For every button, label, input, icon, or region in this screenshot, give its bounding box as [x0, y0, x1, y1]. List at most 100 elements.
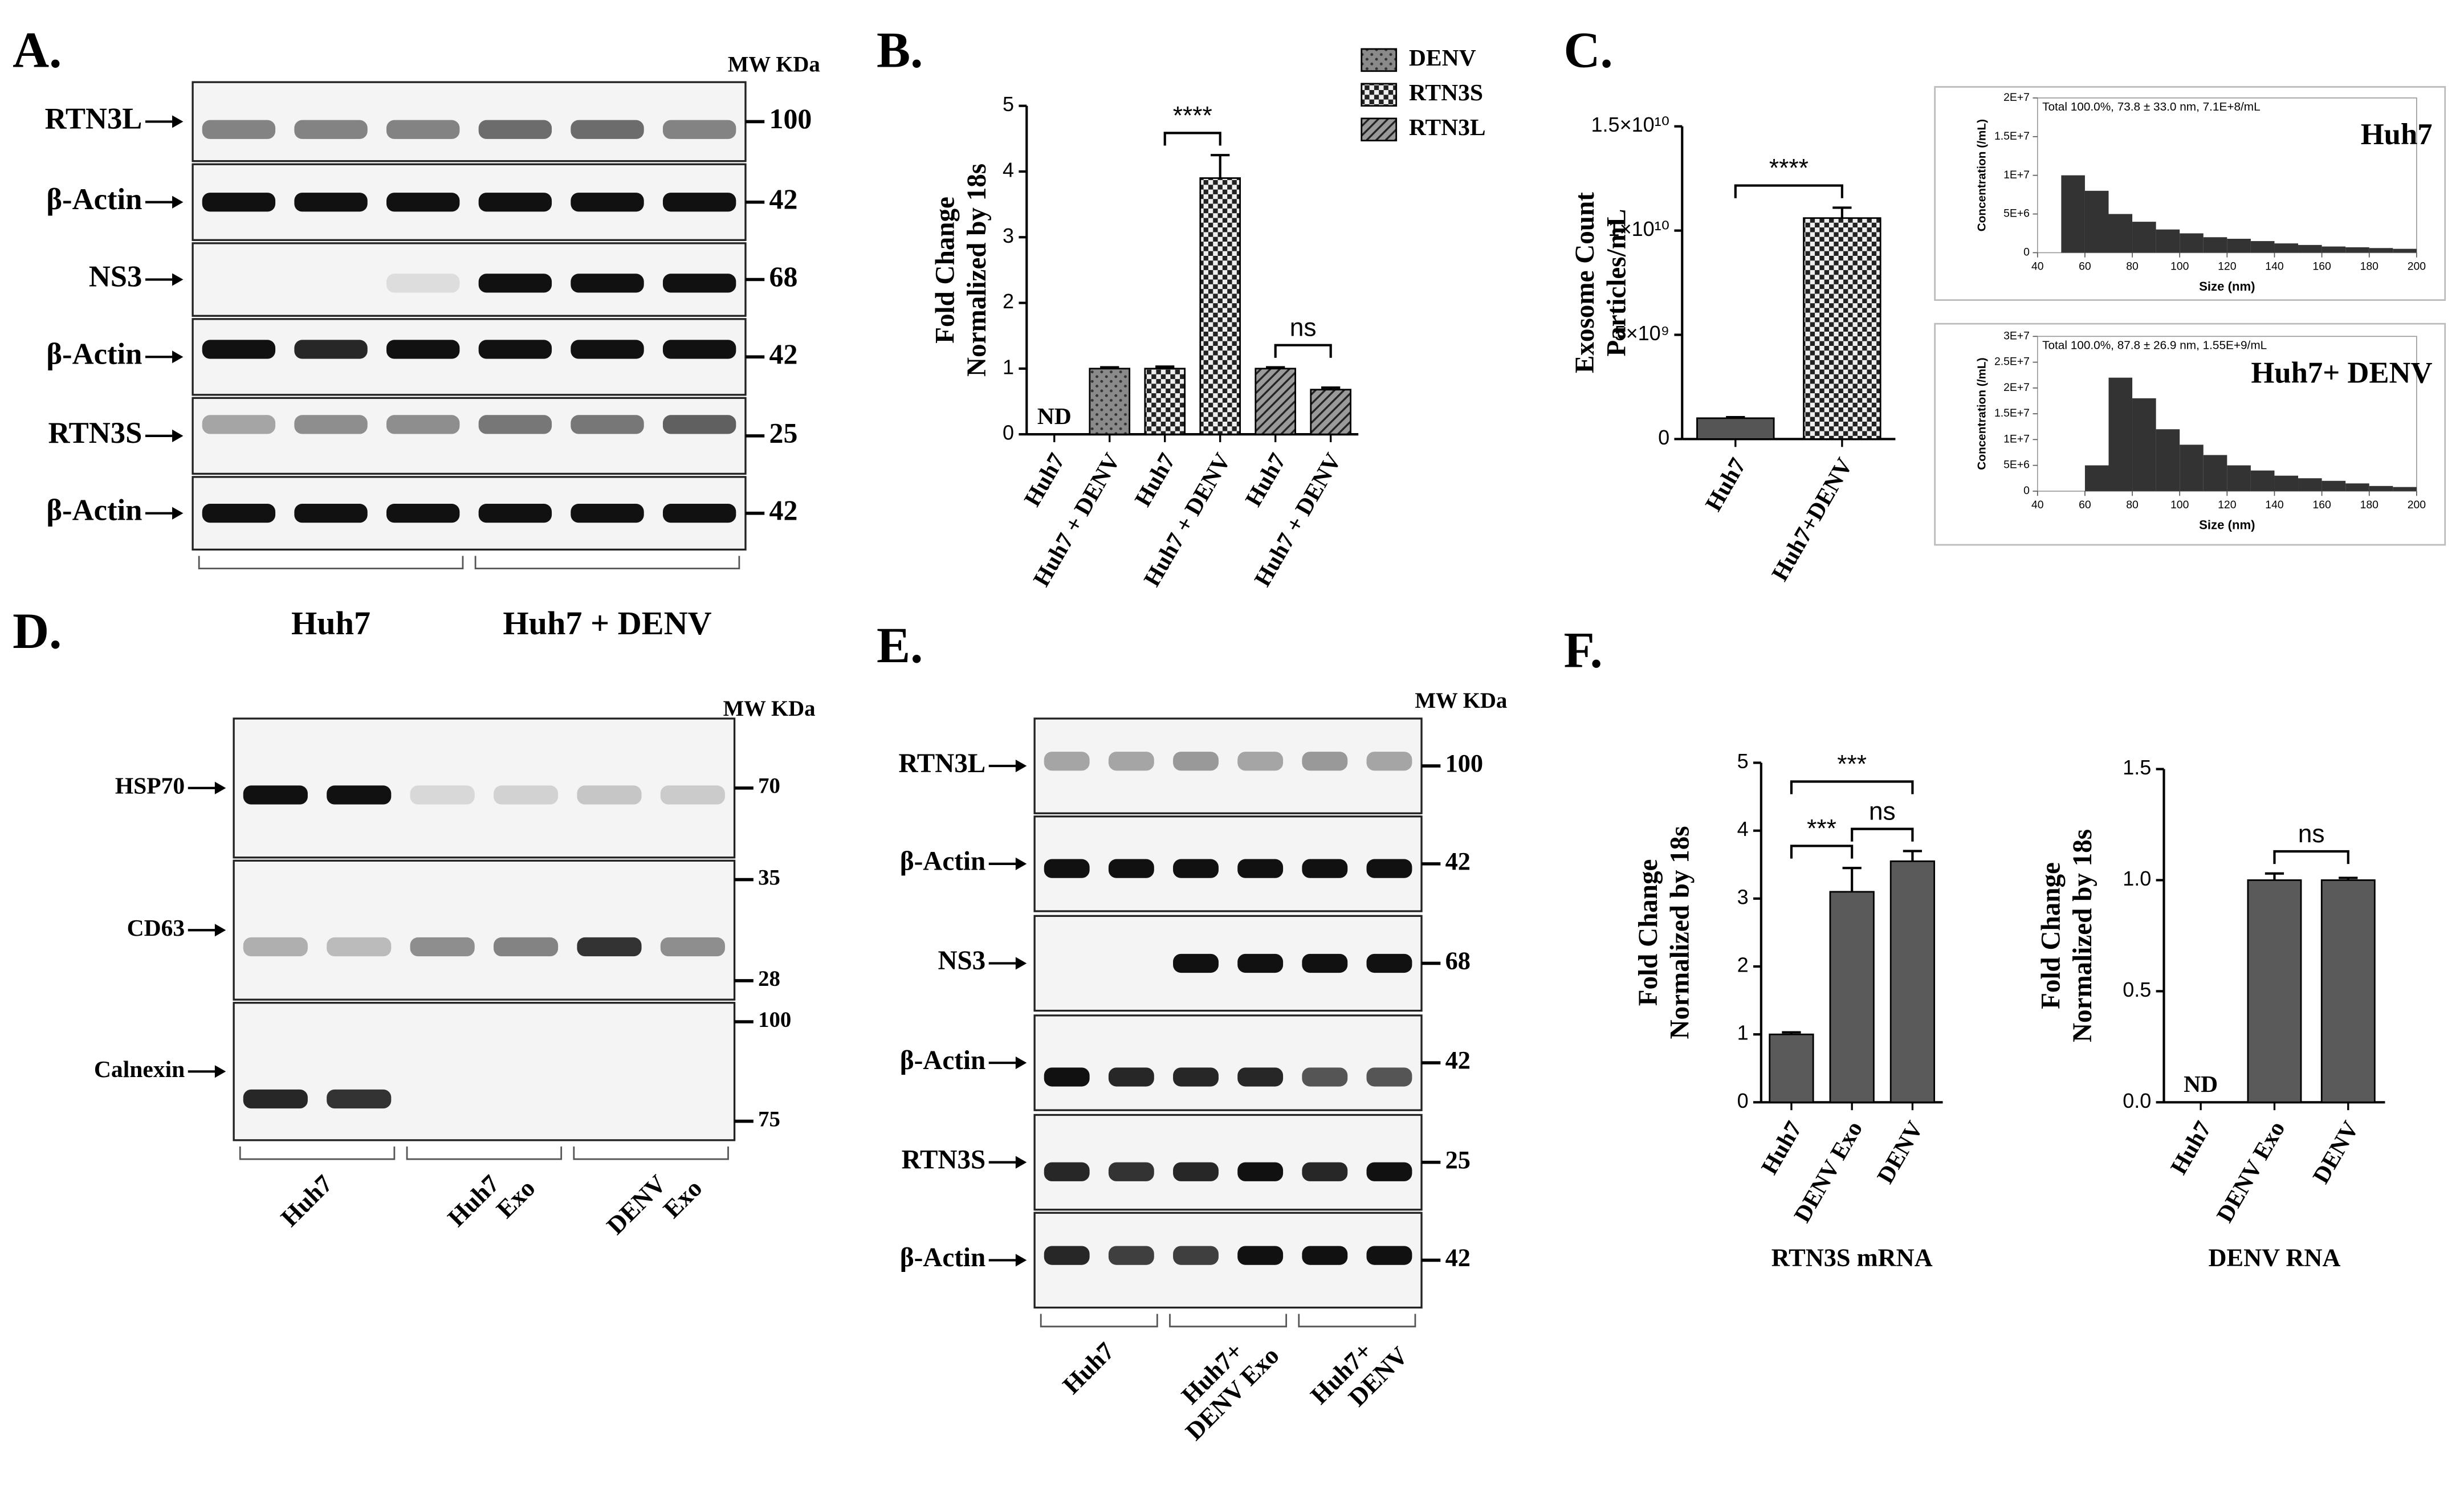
mw-label: 100: [758, 1008, 791, 1032]
band: [1237, 1067, 1284, 1087]
y-axis-title: Fold Change Normalized by 18s: [2036, 829, 2097, 1042]
significance-bracket: [1274, 344, 1332, 358]
error-bar: [1782, 1031, 1801, 1035]
mw-header: MW KDa: [723, 696, 816, 721]
histogram-bar: [2108, 377, 2133, 491]
band: [1108, 752, 1154, 771]
panel-label: F.: [1563, 622, 1602, 678]
x-tick-label: Huh7: [1700, 453, 1750, 515]
y-tick-label: 0: [1003, 421, 1014, 444]
error-bar: [1266, 366, 1285, 369]
annotation: ns: [1290, 314, 1317, 342]
band: [386, 504, 460, 523]
band: [1302, 1067, 1348, 1087]
blot-strip: [233, 859, 736, 1001]
y-tick-label: 1.0: [2123, 867, 2151, 890]
y-tick-label: 0.0: [2123, 1089, 2151, 1112]
band: [1173, 859, 1219, 878]
stats: Total 100.0%, 87.8 ± 26.9 nm, 1.55E+9/mL: [2042, 338, 2267, 352]
band: [662, 340, 736, 359]
legend-label: RTN3S: [1409, 79, 1483, 105]
x-tick-label: 160: [2312, 499, 2331, 511]
significance-bracket: [1734, 184, 1843, 198]
band: [294, 415, 368, 434]
band: [1173, 1162, 1219, 1181]
arrow-head: [172, 273, 184, 286]
y-tick-label: 4: [1003, 158, 1014, 182]
blot-strip: [192, 81, 747, 162]
x-tick-label: DENV: [1872, 1116, 1928, 1188]
histogram-bar: [2250, 470, 2275, 491]
histogram-bar: [2393, 248, 2417, 253]
bar: [1696, 417, 1775, 440]
blot-strip: [1033, 1212, 1423, 1309]
band: [386, 120, 460, 139]
y-axis-title-line: Normalized by 18s: [1665, 826, 1695, 1039]
x-tick-label: 180: [2360, 499, 2379, 511]
panel-label: D.: [13, 603, 62, 659]
band: [202, 193, 276, 212]
y-axis-title-line: Normalized by 18s: [2068, 829, 2098, 1042]
band: [571, 274, 644, 293]
band: [478, 504, 552, 523]
mw-label: 42: [1445, 847, 1471, 875]
group-label: Huh7 + DENV: [503, 605, 711, 642]
y-tick-label: 1.5×10¹⁰: [1591, 113, 1670, 136]
mw-header: MW KDa: [728, 52, 820, 76]
x-tick-label: 60: [2079, 499, 2091, 511]
histogram-bar: [2345, 483, 2369, 491]
bar: [1144, 368, 1186, 435]
panel-label: A.: [13, 22, 62, 78]
x-tick-label: 100: [2170, 260, 2189, 272]
arrow-head: [214, 1065, 226, 1078]
annotation: ND: [1037, 403, 1072, 429]
x-tick-label: 100: [2170, 499, 2189, 511]
band: [478, 340, 552, 359]
x-tick-label: 180: [2360, 260, 2379, 272]
band: [1366, 1067, 1412, 1087]
band: [662, 504, 736, 523]
histogram-bar: [2298, 478, 2322, 491]
x-tick-label: DENV Exo: [2211, 1116, 2290, 1226]
arrow-head: [172, 195, 184, 209]
legend-swatch: [1361, 117, 1398, 142]
band: [662, 120, 736, 139]
group-bracket: [239, 1146, 396, 1160]
y-axis-title: Concentration (/mL): [1975, 357, 1988, 470]
group-bracket: [474, 556, 740, 570]
mw-label: 100: [769, 103, 812, 134]
row-label: CD63: [127, 915, 185, 941]
blot-strip: [1033, 1014, 1423, 1111]
x-axis-title: Size (nm): [2199, 279, 2255, 293]
x-tick-label: 200: [2408, 499, 2426, 511]
arrow-head: [1015, 1056, 1027, 1070]
y-tick-label: 2.5E+7: [1994, 356, 2030, 368]
error-bar: [2339, 876, 2358, 880]
y-tick-label: 1.5E+7: [1994, 130, 2030, 142]
histogram-bar: [2203, 237, 2227, 253]
band: [478, 120, 552, 139]
band: [571, 504, 644, 523]
group-label-line: Exo: [491, 1174, 541, 1224]
bar: [1829, 891, 1875, 1103]
group-label: Huh7: [1057, 1337, 1119, 1400]
blot-strip: [1033, 915, 1423, 1012]
band: [1366, 1162, 1412, 1181]
mw-label: 42: [1445, 1243, 1471, 1272]
row-label: β-Actin: [46, 337, 142, 370]
y-tick-label: 5E+6: [2003, 207, 2030, 220]
bar: [1199, 177, 1241, 435]
annotation: ns: [2298, 820, 2325, 848]
x-axis-title: RTN3S mRNA: [1771, 1243, 1933, 1272]
y-tick-label: 1.5: [2123, 756, 2151, 779]
bar: [1255, 368, 1297, 435]
band: [1044, 752, 1090, 771]
blot-strip: [233, 1002, 736, 1141]
y-tick-label: 3E+7: [2003, 329, 2030, 342]
y-tick-label: 3: [1003, 224, 1014, 247]
bar: [1803, 217, 1881, 440]
legend-label: RTN3L: [1409, 114, 1486, 140]
group-label: Huh7: [291, 605, 370, 642]
panel-frame: [1934, 86, 2446, 301]
y-axis-title-line: Exosome Count: [1570, 192, 1600, 373]
